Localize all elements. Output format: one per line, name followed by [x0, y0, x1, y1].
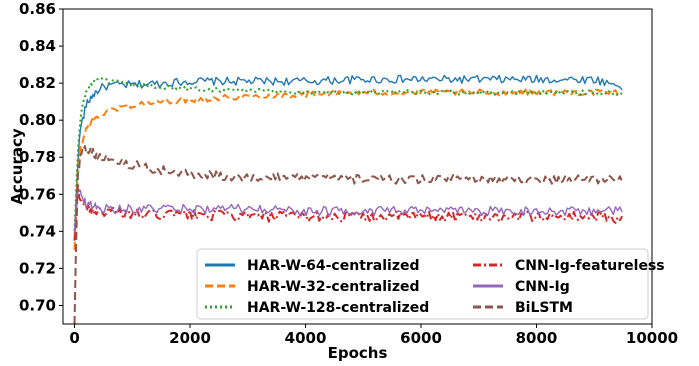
x-axis-title: Epochs	[328, 344, 388, 362]
legend-box	[196, 248, 649, 320]
y-tick-label: 0.78	[19, 148, 56, 166]
legend-label: HAR-W-32-centralized	[247, 279, 420, 295]
legend-item: CNN-Ig	[473, 279, 570, 295]
x-axis: 0 2000 4000 6000 8000 10000	[69, 324, 678, 347]
series-line-har-w-32-centralized	[73, 88, 623, 250]
y-tick-label: 0.76	[19, 185, 56, 203]
plot-frame	[62, 8, 653, 325]
legend-label: CNN-Ig-featureless	[515, 258, 665, 274]
y-axis: 0.70 0.72 0.74 0.76 0.78 0.80 0.82 0.84 0.86	[19, 0, 63, 314]
series-line-bilstm	[73, 145, 624, 324]
series-line-cnn-ig-featureless	[73, 184, 623, 241]
y-tick-label: 0.74	[19, 222, 56, 240]
y-tick-label: 0.84	[19, 37, 56, 55]
legend-label: HAR-W-64-centralized	[247, 258, 420, 274]
y-tick-label: 0.82	[19, 74, 56, 92]
series-layer	[73, 74, 624, 324]
x-tick-label: 4000	[285, 329, 327, 347]
y-tick-label: 0.80	[19, 111, 56, 129]
y-axis-title: Accuracy	[8, 128, 26, 204]
legend-label: HAR-W-128-centralized	[247, 300, 429, 316]
x-tick-label: 2000	[169, 329, 211, 347]
y-tick-label: 0.72	[19, 259, 56, 277]
legend-item: HAR-W-32-centralized	[205, 279, 420, 295]
x-tick-label: 6000	[400, 329, 442, 347]
legend-item: HAR-W-64-centralized	[205, 258, 420, 274]
y-tick-label: 0.86	[19, 0, 56, 18]
legend: HAR-W-64-centralized HAR-W-32-centralized…	[196, 248, 665, 320]
y-tick-label: 0.70	[19, 296, 56, 314]
legend-label: BiLSTM	[515, 300, 573, 316]
legend-item: CNN-Ig-featureless	[473, 258, 665, 274]
legend-label: CNN-Ig	[515, 279, 570, 295]
series-line-har-w-64-centralized	[73, 74, 623, 241]
legend-item: BiLSTM	[473, 300, 573, 316]
x-tick-label: 10000	[626, 329, 678, 347]
legend-item: HAR-W-128-centralized	[205, 300, 429, 316]
x-tick-label: 8000	[516, 329, 558, 347]
series-line-har-w-128-centralized	[73, 76, 623, 232]
series-line-cnn-ig	[73, 189, 623, 232]
x-tick-label: 0	[69, 329, 79, 347]
